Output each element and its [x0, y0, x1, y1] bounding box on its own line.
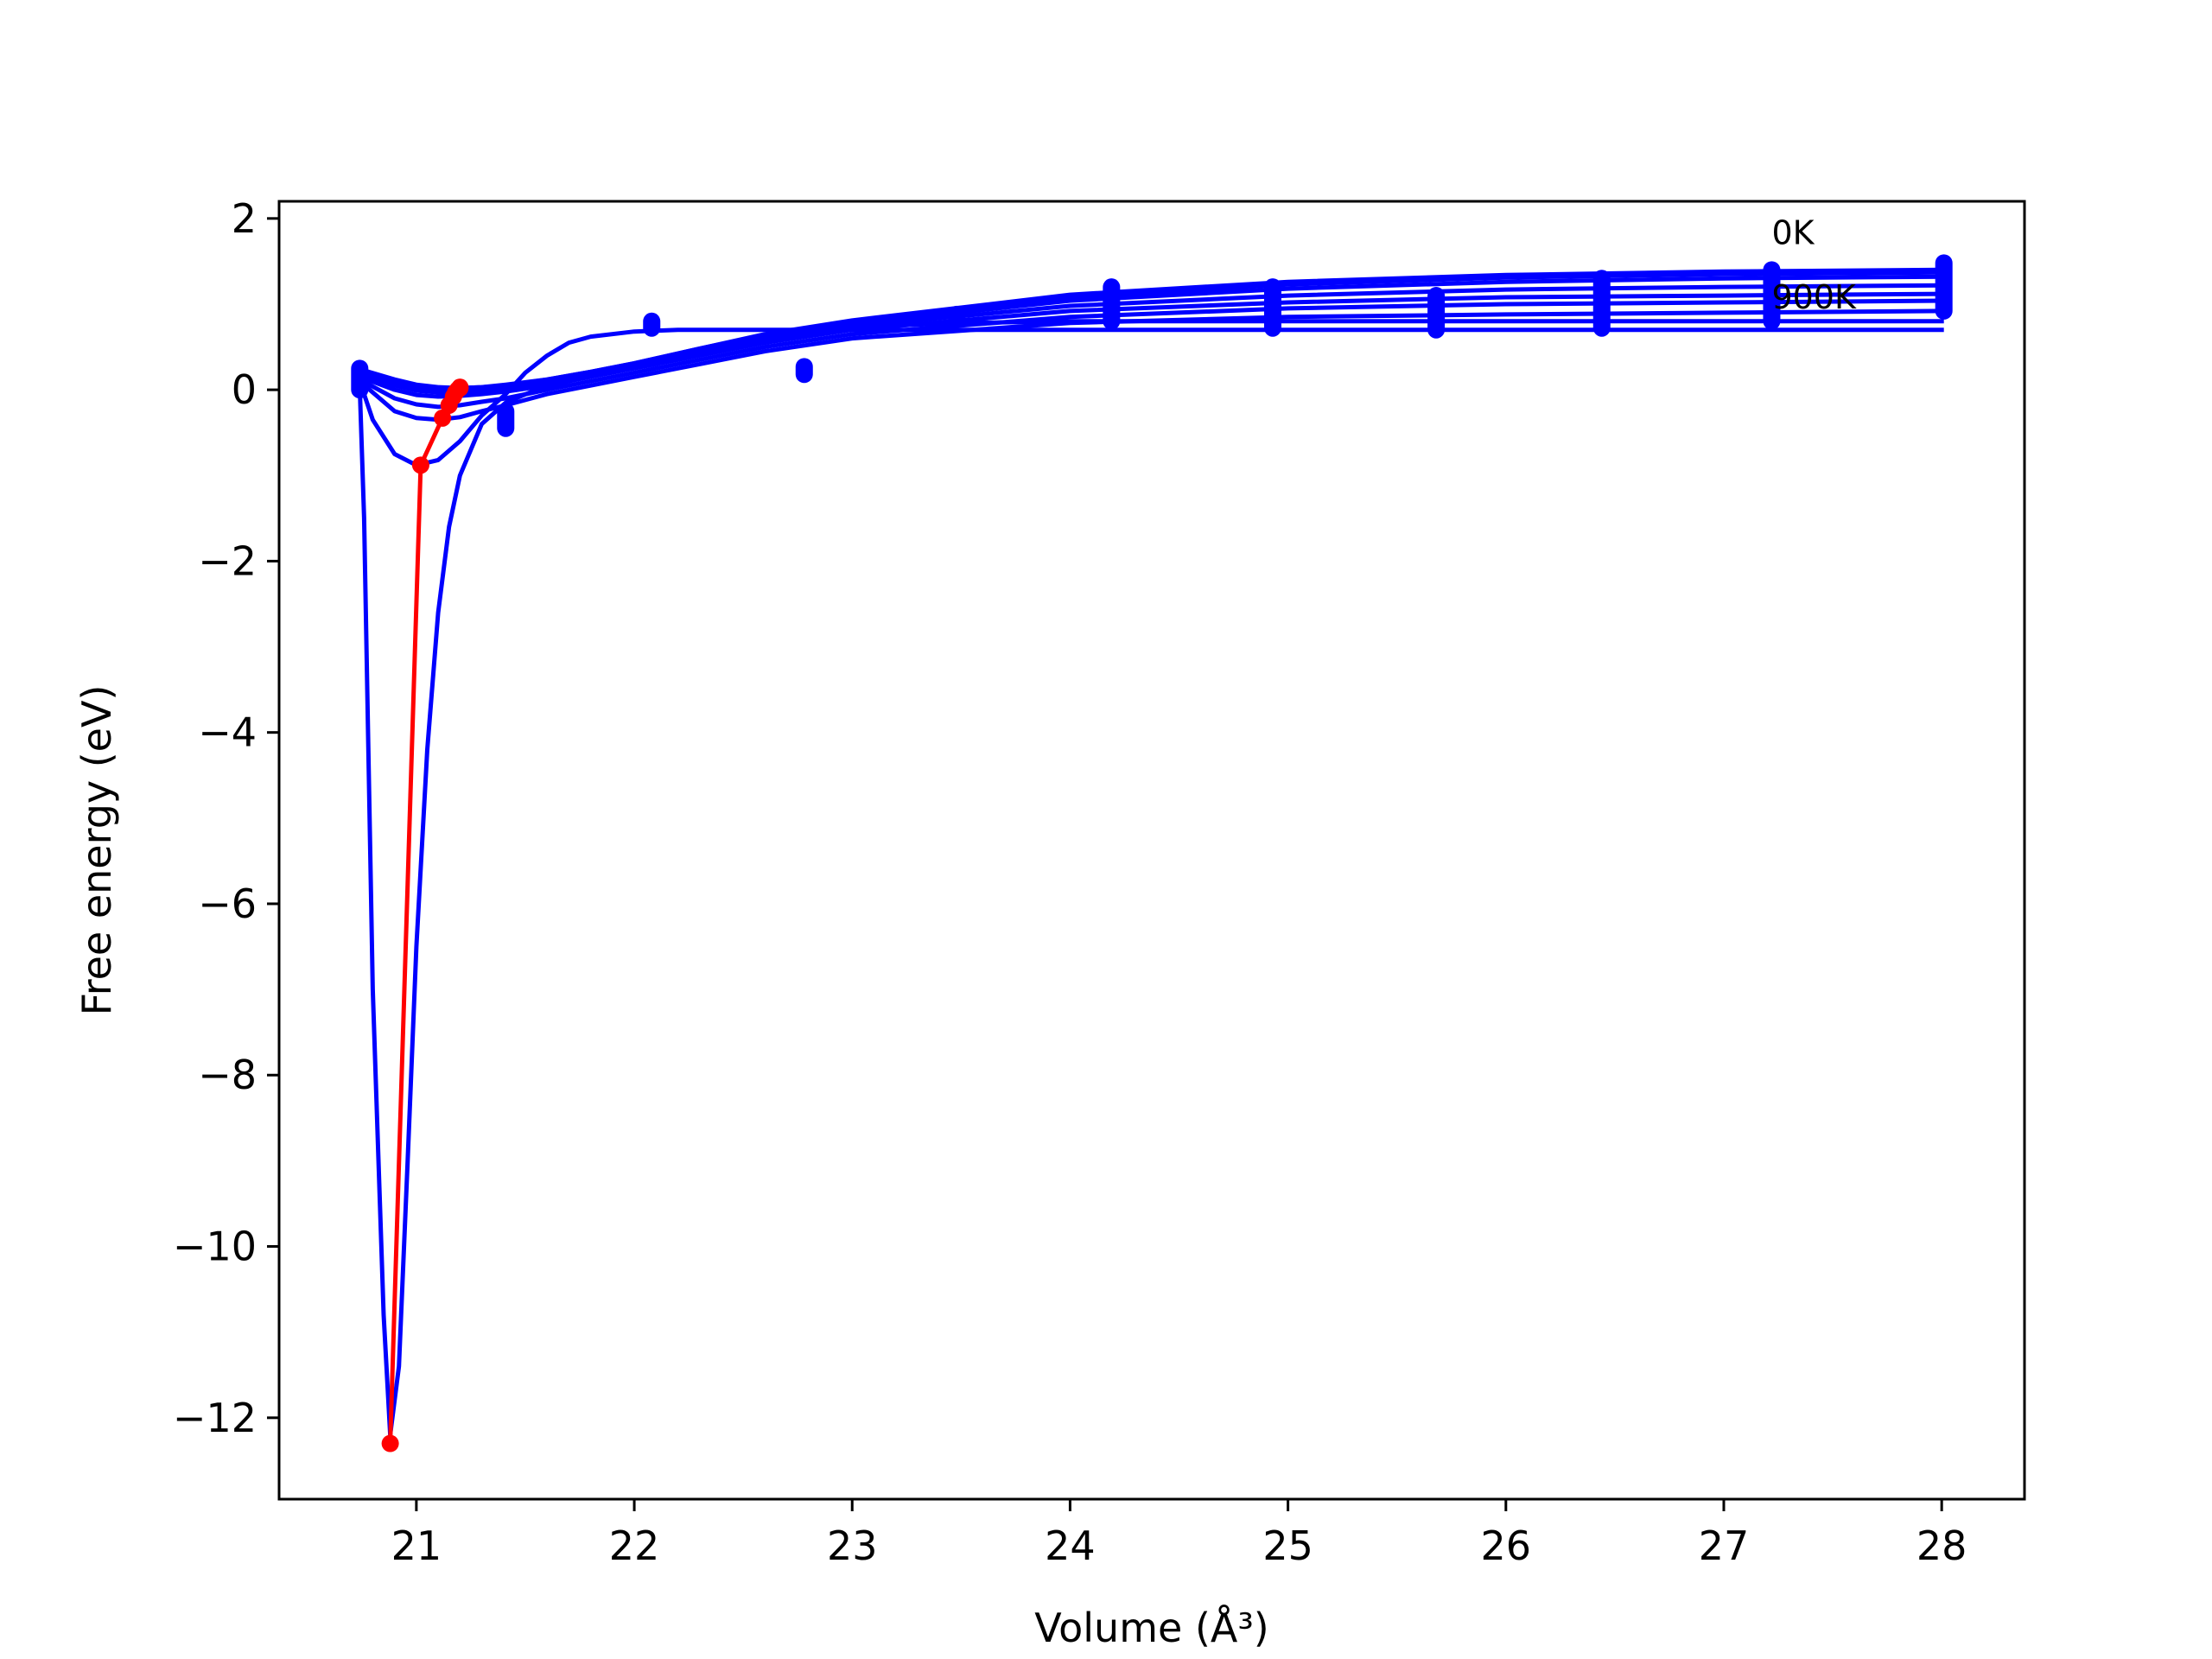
- fit-curve-9: [359, 267, 1944, 391]
- x-tick-label: 26: [1481, 1522, 1532, 1569]
- fit-curve-1: [357, 327, 1944, 467]
- y-tick-label: −4: [198, 709, 257, 756]
- y-axis-title: Free energy (eV): [73, 685, 120, 1016]
- y-tick-label: −10: [173, 1224, 257, 1270]
- y-tick-label: −12: [173, 1395, 257, 1441]
- minima-point: [411, 456, 429, 474]
- fit-curve-3: [359, 298, 1944, 410]
- fit-curve-2: [358, 308, 1944, 423]
- y-tick-label: 0: [232, 366, 257, 413]
- annotation-900k: 900K: [1771, 278, 1857, 316]
- data-points: [351, 254, 1953, 437]
- x-tick-label: 22: [609, 1522, 660, 1569]
- x-tick-label: 27: [1699, 1522, 1750, 1569]
- x-tick-label: 24: [1045, 1522, 1096, 1569]
- minima-point: [434, 409, 452, 427]
- minima-point: [451, 378, 469, 397]
- fit-curves: [357, 267, 1944, 1438]
- x-axis: 21 22 23 24 25 26 27 28: [391, 1499, 1967, 1569]
- x-axis-title: Volume (Å³): [1034, 1605, 1269, 1651]
- x-tick-label: 21: [391, 1522, 442, 1569]
- y-tick-label: −8: [198, 1052, 257, 1098]
- x-tick-label: 28: [1916, 1522, 1967, 1569]
- y-tick-label: 2: [232, 195, 257, 242]
- annotation-0k: 0K: [1771, 214, 1815, 252]
- x-tick-label: 25: [1262, 1522, 1313, 1569]
- y-tick-label: −6: [198, 880, 257, 927]
- plot-frame: [277, 200, 2026, 1501]
- minima-curve: [381, 378, 469, 1452]
- y-tick-label: −2: [198, 537, 257, 584]
- minima-point: [381, 1434, 399, 1452]
- y-axis: 2 0 −2 −4 −6 −8 −10 −12: [173, 195, 279, 1441]
- x-tick-label: 23: [827, 1522, 878, 1569]
- fit-curve-0: [357, 319, 1944, 1438]
